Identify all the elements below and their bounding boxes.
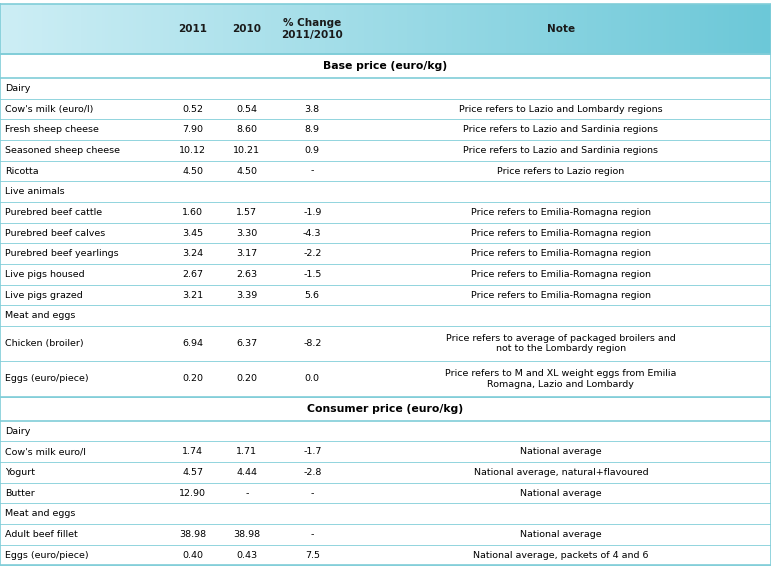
Text: 38.98: 38.98	[233, 530, 261, 539]
Text: Seasoned sheep cheese: Seasoned sheep cheese	[5, 146, 120, 155]
Text: Purebred beef calves: Purebred beef calves	[5, 229, 105, 238]
Text: National average: National average	[520, 530, 601, 539]
Text: 1.60: 1.60	[182, 208, 204, 217]
Text: 4.57: 4.57	[182, 468, 204, 477]
Text: Live animals: Live animals	[5, 188, 64, 196]
Text: 6.94: 6.94	[182, 339, 204, 348]
Text: Price refers to Lazio region: Price refers to Lazio region	[497, 166, 625, 176]
Text: 0.9: 0.9	[305, 146, 320, 155]
Text: 5.6: 5.6	[305, 291, 320, 300]
Text: -: -	[311, 488, 314, 498]
Text: Price refers to Emilia-Romagna region: Price refers to Emilia-Romagna region	[471, 249, 651, 258]
Text: 3.17: 3.17	[236, 249, 258, 258]
Text: Yogurt: Yogurt	[5, 468, 35, 477]
Text: Chicken (broiler): Chicken (broiler)	[5, 339, 83, 348]
Text: Dairy: Dairy	[5, 427, 30, 435]
Bar	[0, 397, 771, 421]
Text: Price refers to Emilia-Romagna region: Price refers to Emilia-Romagna region	[471, 208, 651, 217]
Text: Price refers to M and XL weight eggs from Emilia
Romagna, Lazio and Lombardy: Price refers to M and XL weight eggs fro…	[445, 369, 677, 389]
Text: Price refers to Lazio and Sardinia regions: Price refers to Lazio and Sardinia regio…	[463, 125, 658, 135]
Text: National average: National average	[520, 447, 601, 457]
Text: Adult beef fillet: Adult beef fillet	[5, 530, 77, 539]
Text: National average, natural+flavoured: National average, natural+flavoured	[473, 468, 648, 477]
Text: 3.24: 3.24	[182, 249, 204, 258]
Text: 2.63: 2.63	[236, 270, 258, 279]
Text: National average, packets of 4 and 6: National average, packets of 4 and 6	[473, 551, 648, 560]
Text: Price refers to Lazio and Sardinia regions: Price refers to Lazio and Sardinia regio…	[463, 146, 658, 155]
Text: -: -	[311, 166, 314, 176]
Text: 0.52: 0.52	[182, 105, 204, 113]
Text: 0.54: 0.54	[236, 105, 258, 113]
Text: 4.44: 4.44	[236, 468, 258, 477]
Text: Price refers to Emilia-Romagna region: Price refers to Emilia-Romagna region	[471, 291, 651, 300]
Text: Cow's milk euro/l: Cow's milk euro/l	[5, 447, 86, 457]
Text: -1.5: -1.5	[303, 270, 322, 279]
Text: -2.2: -2.2	[303, 249, 322, 258]
Text: -4.3: -4.3	[303, 229, 322, 238]
Text: Price refers to Lazio and Lombardy regions: Price refers to Lazio and Lombardy regio…	[459, 105, 663, 113]
Text: Price refers to average of packaged broilers and
not to the Lombardy region: Price refers to average of packaged broi…	[446, 334, 675, 353]
Text: 4.50: 4.50	[182, 166, 204, 176]
Text: Cow's milk (euro/l): Cow's milk (euro/l)	[5, 105, 93, 113]
Text: Price refers to Emilia-Romagna region: Price refers to Emilia-Romagna region	[471, 229, 651, 238]
Text: 3.45: 3.45	[182, 229, 204, 238]
Text: Dairy: Dairy	[5, 84, 30, 93]
Text: Base price (euro/kg): Base price (euro/kg)	[324, 61, 447, 71]
Text: 0.40: 0.40	[182, 551, 204, 560]
Text: Meat and eggs: Meat and eggs	[5, 509, 75, 518]
Text: 0.43: 0.43	[236, 551, 258, 560]
Text: Live pigs grazed: Live pigs grazed	[5, 291, 82, 300]
Text: 6.37: 6.37	[236, 339, 258, 348]
Text: 1.74: 1.74	[182, 447, 204, 457]
Text: % Change
2011/2010: % Change 2011/2010	[281, 18, 343, 40]
Text: 3.8: 3.8	[305, 105, 320, 113]
Text: Ricotta: Ricotta	[5, 166, 39, 176]
Text: 1.71: 1.71	[236, 447, 258, 457]
Text: 8.9: 8.9	[305, 125, 320, 135]
Text: 8.60: 8.60	[236, 125, 258, 135]
Text: 38.98: 38.98	[179, 530, 207, 539]
Text: 0.20: 0.20	[182, 374, 204, 384]
Text: -1.9: -1.9	[303, 208, 322, 217]
Text: Purebred beef cattle: Purebred beef cattle	[5, 208, 102, 217]
Text: -: -	[311, 530, 314, 539]
Text: Meat and eggs: Meat and eggs	[5, 311, 75, 320]
Text: Eggs (euro/piece): Eggs (euro/piece)	[5, 374, 88, 384]
Text: 10.12: 10.12	[179, 146, 207, 155]
Text: 3.30: 3.30	[236, 229, 258, 238]
Bar	[0, 54, 771, 78]
Text: 3.39: 3.39	[236, 291, 258, 300]
Text: Eggs (euro/piece): Eggs (euro/piece)	[5, 551, 88, 560]
Text: 1.57: 1.57	[236, 208, 258, 217]
Text: 2.67: 2.67	[182, 270, 204, 279]
Text: Fresh sheep cheese: Fresh sheep cheese	[5, 125, 99, 135]
Text: -8.2: -8.2	[303, 339, 322, 348]
Text: 3.21: 3.21	[182, 291, 204, 300]
Text: 2010: 2010	[232, 24, 261, 34]
Text: -1.7: -1.7	[303, 447, 322, 457]
Text: -2.8: -2.8	[303, 468, 322, 477]
Text: Butter: Butter	[5, 488, 35, 498]
Text: 10.21: 10.21	[233, 146, 261, 155]
Text: -: -	[245, 488, 248, 498]
Text: 7.5: 7.5	[305, 551, 320, 560]
Text: 2011: 2011	[178, 24, 207, 34]
Text: 12.90: 12.90	[179, 488, 207, 498]
Text: Consumer price (euro/kg): Consumer price (euro/kg)	[308, 404, 463, 414]
Text: 7.90: 7.90	[182, 125, 204, 135]
Text: Price refers to Emilia-Romagna region: Price refers to Emilia-Romagna region	[471, 270, 651, 279]
Text: Note: Note	[547, 24, 575, 34]
Text: 0.0: 0.0	[305, 374, 320, 384]
Text: National average: National average	[520, 488, 601, 498]
Text: Live pigs housed: Live pigs housed	[5, 270, 84, 279]
Text: 4.50: 4.50	[236, 166, 258, 176]
Text: Purebred beef yearlings: Purebred beef yearlings	[5, 249, 118, 258]
Text: 0.20: 0.20	[236, 374, 258, 384]
